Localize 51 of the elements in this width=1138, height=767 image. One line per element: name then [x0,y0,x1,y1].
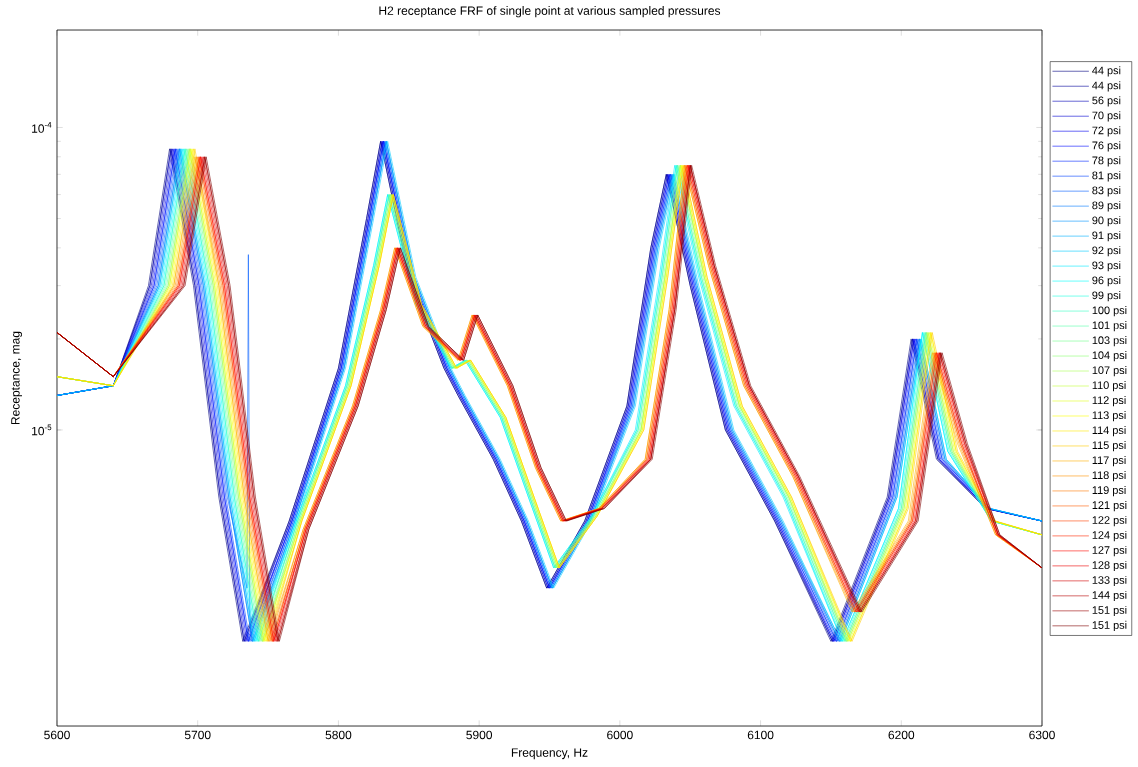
legend-label: 83 psi [1092,186,1121,197]
legend-label: 92 psi [1092,246,1121,257]
x-tick-label: 6200 [888,730,915,740]
x-tick-label: 5600 [44,730,70,740]
legend-label: 101 psi [1092,321,1127,332]
legend-label: 103 psi [1092,336,1127,347]
legend-label: 112 psi [1092,396,1126,407]
legend-label: 44 psi [1092,81,1121,92]
legend-label: 119 psi [1092,485,1126,497]
x-tick-label: 6100 [747,730,774,740]
legend-label: 91 psi [1092,231,1121,242]
legend-label: 81 psi [1092,171,1121,182]
legend-label: 113 psi [1092,411,1126,422]
legend-label: 99 psi [1092,291,1121,302]
x-tick-label: 6300 [1029,730,1055,740]
legend-label: 127 psi [1092,545,1127,557]
x-tick-label: 5800 [325,730,352,740]
legend-label: 76 psi [1092,141,1121,152]
legend-label: 122 psi [1092,515,1127,527]
legend-label: 90 psi [1092,216,1121,227]
legend-label: 115 psi [1092,441,1126,452]
x-tick-label: 5900 [466,730,493,740]
legend-label: 72 psi [1092,126,1121,137]
legend-label: 151 psi [1092,605,1127,617]
legend-label: 151 psi [1092,620,1127,632]
chart-title: H2 receptance FRF of single point at various sampled pressures [379,6,721,18]
x-tick-label: 5700 [184,730,211,740]
legend-label: 144 psi [1092,590,1127,602]
legend-label: 100 psi [1092,306,1127,317]
x-axis-title: Frequency, Hz [511,748,588,760]
legend-label: 133 psi [1092,575,1127,587]
legend-label: 96 psi [1092,276,1121,287]
legend-label: 110 psi [1092,381,1126,392]
legend-label: 56 psi [1092,96,1121,107]
legend-label: 93 psi [1092,261,1121,272]
legend-label: 70 psi [1092,111,1121,122]
y-axis-title: Receptance, mag [11,331,22,425]
legend-label: 44 psi [1092,66,1121,77]
legend-label: 78 psi [1092,156,1121,167]
legend-label: 118 psi [1092,470,1126,482]
legend-label: 89 psi [1092,201,1121,212]
legend-label: 128 psi [1092,560,1127,572]
legend-label: 124 psi [1092,530,1127,542]
y-tick-label: 10$^{-4}$ [32,122,52,133]
legend-label: 104 psi [1092,351,1127,362]
x-tick-label: 6000 [607,730,633,740]
legend-label: 117 psi [1092,455,1126,467]
legend-label: 107 psi [1092,366,1127,377]
y-tick-label: 10$^{-5}$ [32,424,52,436]
legend-label: 121 psi [1092,500,1127,512]
legend-label: 114 psi [1092,426,1126,437]
